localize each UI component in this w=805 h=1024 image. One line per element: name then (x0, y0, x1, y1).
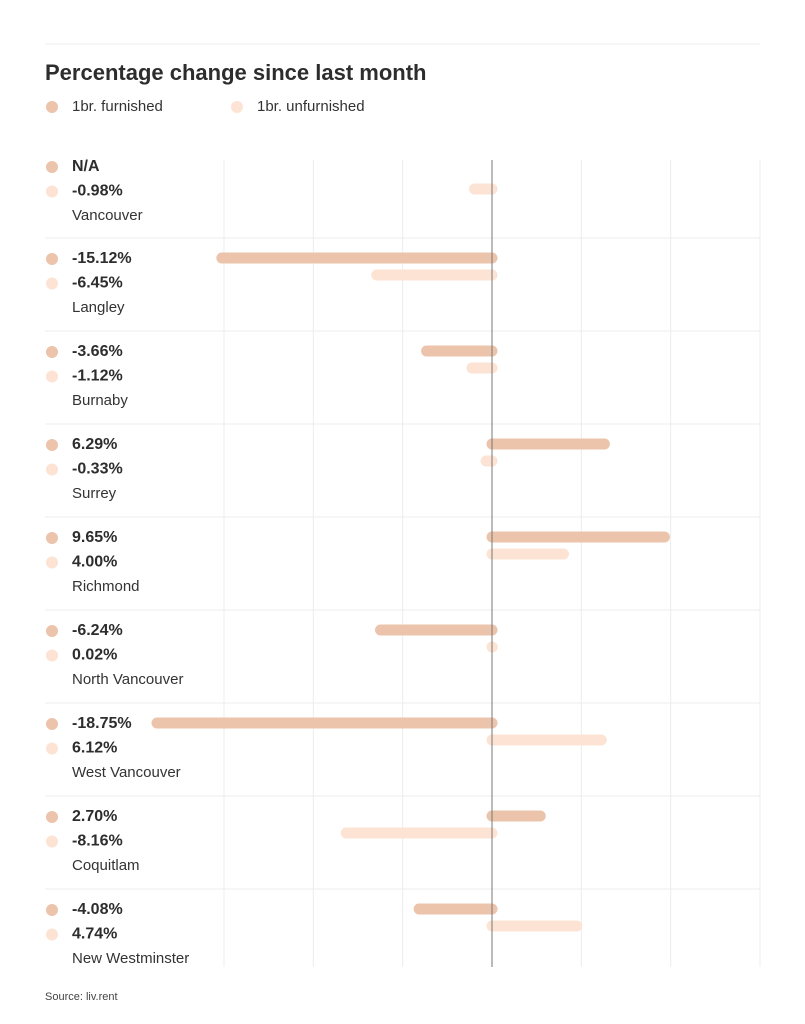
series-dot (46, 370, 58, 383)
series-dot (46, 277, 58, 290)
category-label: Burnaby (72, 392, 128, 409)
series-dot (46, 835, 58, 848)
legend-dot (231, 101, 243, 113)
source: Source: liv.rent (45, 991, 118, 1003)
category-label: Coquitlam (72, 857, 140, 874)
category-label: Richmond (72, 578, 140, 595)
series-dot (46, 718, 58, 730)
value-label: -15.12% (72, 250, 132, 267)
value-label: -0.33% (72, 461, 123, 478)
series-dot (46, 928, 58, 941)
category-label: New Westminster (72, 950, 189, 967)
value-label: 9.65% (72, 529, 117, 546)
category-label: West Vancouver (72, 764, 181, 781)
series-dot (46, 346, 58, 358)
value-label: -0.98% (72, 183, 123, 200)
category-label: Surrey (72, 485, 117, 502)
value-label: -6.24% (72, 622, 123, 639)
value-label: -6.45% (72, 275, 123, 292)
value-label: N/A (72, 158, 100, 175)
series-dot (46, 811, 58, 823)
legend-dot (46, 101, 58, 113)
legend-label: 1br. furnished (72, 98, 163, 115)
series-dot (46, 161, 58, 173)
value-label: -4.08% (72, 901, 123, 918)
series-dot (46, 532, 58, 544)
series-dot (46, 625, 58, 637)
value-label: 0.02% (72, 647, 117, 664)
value-label: -3.66% (72, 343, 123, 360)
series-dot (46, 463, 58, 476)
series-dot (46, 185, 58, 198)
value-label: 4.74% (72, 926, 117, 943)
value-label: 6.12% (72, 740, 117, 757)
series-dot (46, 742, 58, 755)
series-dot (46, 649, 58, 662)
series-dot (46, 904, 58, 916)
value-label: -8.16% (72, 833, 123, 850)
value-label: -18.75% (72, 715, 132, 732)
value-label: 4.00% (72, 554, 117, 571)
chart-title: Percentage change since last month (45, 60, 426, 85)
series-dot (46, 439, 58, 451)
series-dot (46, 253, 58, 265)
value-label: -1.12% (72, 368, 123, 385)
category-label: North Vancouver (72, 671, 183, 688)
value-label: 2.70% (72, 808, 117, 825)
legend-label: 1br. unfurnished (257, 98, 365, 115)
category-label: Vancouver (72, 207, 143, 224)
series-dot (46, 556, 58, 569)
category-label: Langley (72, 299, 125, 316)
value-label: 6.29% (72, 436, 117, 453)
